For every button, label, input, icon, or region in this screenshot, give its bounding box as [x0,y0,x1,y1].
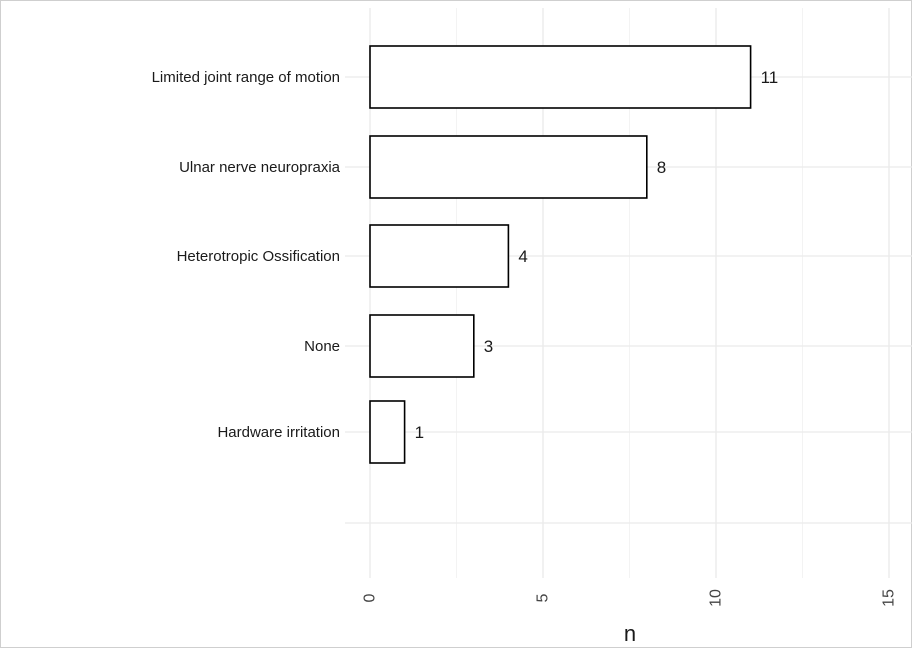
bar [369,45,752,109]
data-label: 11 [761,68,779,87]
category-label: Limited joint range of motion [152,69,340,86]
data-label: 8 [657,158,666,177]
bar [369,224,510,288]
category-label: Heterotropic Ossification [177,248,340,265]
x-tick-label: 10 [708,589,725,607]
data-labels: 11 8 4 3 1 [415,68,779,442]
data-label: 3 [484,337,493,356]
bar [369,400,406,464]
category-label: Hardware irritation [217,424,340,441]
data-label: 1 [415,423,424,442]
bar [369,314,475,378]
x-tick-labels: 0 5 10 15 [362,589,898,607]
bars [369,45,752,464]
data-label: 4 [518,247,527,266]
bar [369,135,648,199]
x-tick-label: 0 [362,593,379,602]
category-labels: Limited joint range of motion Ulnar nerve… [152,69,341,441]
category-label: Ulnar nerve neuropraxia [179,159,341,176]
category-label: None [304,338,340,355]
x-axis-title: n [624,621,636,646]
x-tick-label: 5 [535,593,552,602]
x-tick-label: 15 [881,589,898,607]
